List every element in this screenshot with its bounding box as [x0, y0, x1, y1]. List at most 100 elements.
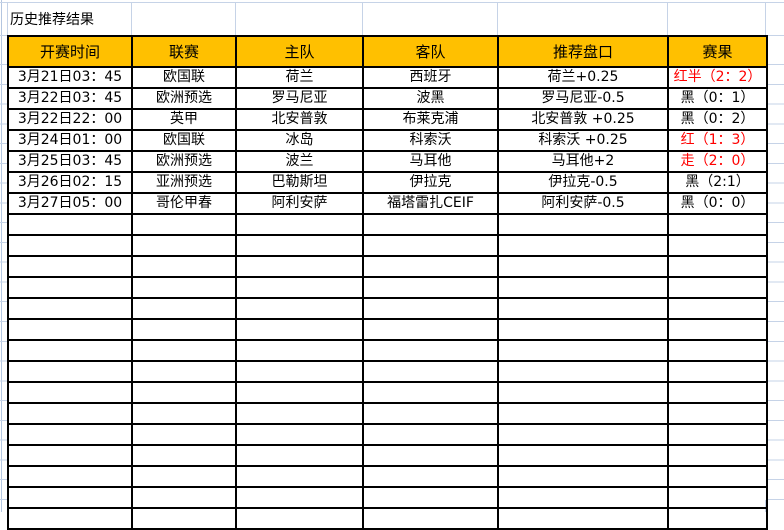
- empty-cell[interactable]: [667, 255, 768, 278]
- empty-cell[interactable]: [667, 465, 768, 488]
- cell-result[interactable]: 红半（2：2）: [667, 66, 768, 89]
- empty-cell[interactable]: [497, 381, 669, 404]
- empty-cell[interactable]: [235, 444, 364, 467]
- cell-league[interactable]: 英甲: [131, 108, 237, 131]
- empty-cell[interactable]: [497, 255, 669, 278]
- cell-time[interactable]: 3月25日03：45: [7, 150, 133, 173]
- empty-cell[interactable]: [497, 402, 669, 425]
- cell-handicap[interactable]: 荷兰+0.25: [497, 66, 669, 89]
- cell-league[interactable]: 欧国联: [131, 66, 237, 89]
- empty-cell[interactable]: [497, 444, 669, 467]
- empty-cell[interactable]: [667, 276, 768, 299]
- empty-cell[interactable]: [7, 381, 133, 404]
- empty-cell[interactable]: [7, 507, 133, 530]
- empty-cell[interactable]: [7, 444, 133, 467]
- cell-result[interactable]: 红（1：3）: [667, 129, 768, 152]
- cell-handicap[interactable]: 阿利安萨-0.5: [497, 192, 669, 215]
- column-header-home[interactable]: 主队: [235, 35, 364, 68]
- empty-cell[interactable]: [235, 360, 364, 383]
- cell-time[interactable]: 3月22日22：00: [7, 108, 133, 131]
- empty-cell[interactable]: [7, 213, 133, 236]
- empty-cell[interactable]: [497, 423, 669, 446]
- empty-cell[interactable]: [131, 381, 237, 404]
- empty-cell[interactable]: [667, 507, 768, 530]
- cell-result[interactable]: 走（2：0）: [667, 150, 768, 173]
- empty-cell[interactable]: [667, 213, 768, 236]
- empty-cell[interactable]: [497, 486, 669, 509]
- empty-cell[interactable]: [362, 297, 499, 320]
- cell-time[interactable]: 3月22日03：45: [7, 87, 133, 110]
- empty-cell[interactable]: [235, 465, 364, 488]
- cell-league[interactable]: 欧洲预选: [131, 87, 237, 110]
- empty-cell[interactable]: [667, 423, 768, 446]
- cell-home[interactable]: 阿利安萨: [235, 192, 364, 215]
- empty-cell[interactable]: [131, 213, 237, 236]
- cell-away[interactable]: 布莱克浦: [362, 108, 499, 131]
- empty-cell[interactable]: [131, 339, 237, 362]
- empty-cell[interactable]: [362, 213, 499, 236]
- empty-cell[interactable]: [7, 339, 133, 362]
- empty-cell[interactable]: [362, 507, 499, 530]
- empty-cell[interactable]: [131, 402, 237, 425]
- empty-cell[interactable]: [667, 402, 768, 425]
- cell-result[interactable]: 黑（0：0）: [667, 192, 768, 215]
- empty-cell[interactable]: [235, 213, 364, 236]
- empty-cell[interactable]: [362, 234, 499, 257]
- empty-cell[interactable]: [362, 360, 499, 383]
- empty-cell[interactable]: [497, 360, 669, 383]
- cell-home[interactable]: 罗马尼亚: [235, 87, 364, 110]
- empty-cell[interactable]: [131, 423, 237, 446]
- empty-cell[interactable]: [7, 486, 133, 509]
- cell-away[interactable]: 科索沃: [362, 129, 499, 152]
- empty-cell[interactable]: [667, 381, 768, 404]
- empty-cell[interactable]: [131, 444, 237, 467]
- empty-cell[interactable]: [235, 507, 364, 530]
- empty-cell[interactable]: [667, 234, 768, 257]
- empty-cell[interactable]: [497, 234, 669, 257]
- empty-cell[interactable]: [235, 423, 364, 446]
- cell-league[interactable]: 欧洲预选: [131, 150, 237, 173]
- column-header-handicap[interactable]: 推荐盘口: [497, 35, 669, 68]
- empty-cell[interactable]: [667, 486, 768, 509]
- empty-cell[interactable]: [131, 297, 237, 320]
- empty-cell[interactable]: [235, 381, 364, 404]
- empty-cell[interactable]: [131, 255, 237, 278]
- empty-cell[interactable]: [497, 465, 669, 488]
- cell-away[interactable]: 福塔雷扎CEIF: [362, 192, 499, 215]
- empty-cell[interactable]: [362, 465, 499, 488]
- empty-cell[interactable]: [235, 402, 364, 425]
- cell-time[interactable]: 3月24日01：00: [7, 129, 133, 152]
- empty-cell[interactable]: [497, 297, 669, 320]
- empty-cell[interactable]: [131, 234, 237, 257]
- cell-result[interactable]: 黑（0：2）: [667, 108, 768, 131]
- cell-league[interactable]: 哥伦甲春: [131, 192, 237, 215]
- empty-cell[interactable]: [362, 318, 499, 341]
- column-header-time[interactable]: 开赛时间: [7, 35, 133, 68]
- empty-cell[interactable]: [7, 360, 133, 383]
- cell-handicap[interactable]: 科索沃 +0.25: [497, 129, 669, 152]
- cell-result[interactable]: 黑（2:1）: [667, 171, 768, 194]
- empty-cell[interactable]: [362, 339, 499, 362]
- empty-cell[interactable]: [362, 255, 499, 278]
- empty-cell[interactable]: [235, 297, 364, 320]
- empty-cell[interactable]: [131, 486, 237, 509]
- empty-cell[interactable]: [667, 297, 768, 320]
- empty-cell[interactable]: [7, 423, 133, 446]
- cell-handicap[interactable]: 马耳他+2: [497, 150, 669, 173]
- empty-cell[interactable]: [131, 276, 237, 299]
- cell-away[interactable]: 伊拉克: [362, 171, 499, 194]
- empty-cell[interactable]: [7, 276, 133, 299]
- cell-home[interactable]: 北安普敦: [235, 108, 364, 131]
- empty-cell[interactable]: [235, 255, 364, 278]
- empty-cell[interactable]: [131, 465, 237, 488]
- cell-result[interactable]: 黑（0：1）: [667, 87, 768, 110]
- cell-league[interactable]: 亚洲预选: [131, 171, 237, 194]
- empty-cell[interactable]: [667, 444, 768, 467]
- column-header-away[interactable]: 客队: [362, 35, 499, 68]
- column-header-result[interactable]: 赛果: [667, 35, 768, 68]
- empty-cell[interactable]: [497, 276, 669, 299]
- empty-cell[interactable]: [131, 318, 237, 341]
- cell-handicap[interactable]: 伊拉克-0.5: [497, 171, 669, 194]
- empty-cell[interactable]: [362, 402, 499, 425]
- empty-cell[interactable]: [497, 507, 669, 530]
